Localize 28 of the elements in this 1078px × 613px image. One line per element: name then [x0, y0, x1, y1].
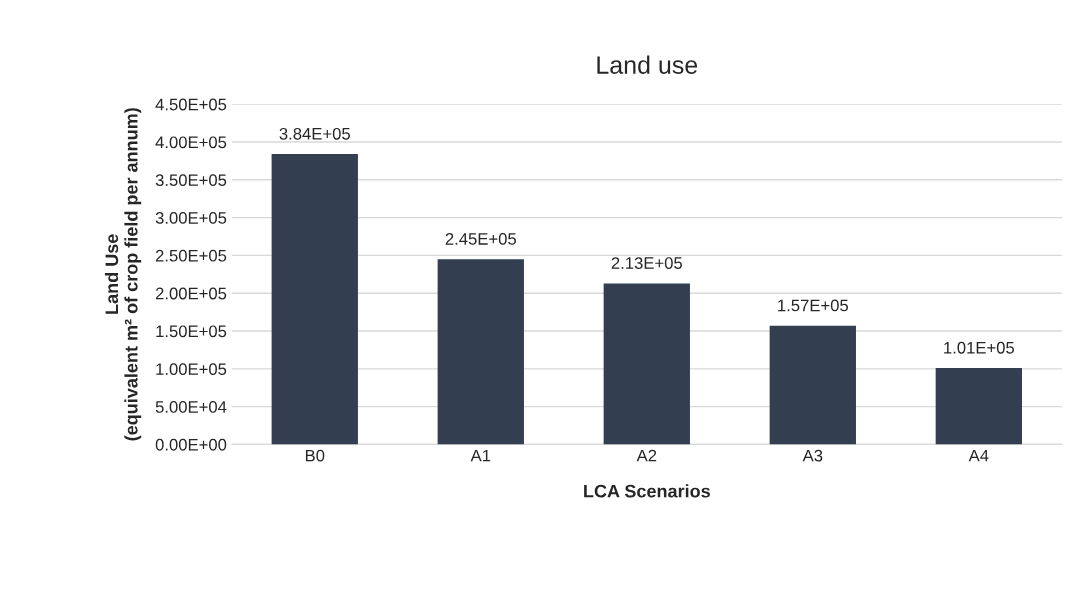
data-label: 1.57E+05: [778, 299, 849, 312]
bar: [769, 325, 856, 445]
bar: [437, 259, 524, 445]
y-axis-title: Land Use (equivalent m² of crop field per annum): [104, 108, 142, 441]
y-tick-label: 0.00E+00: [155, 438, 227, 451]
y-tick-label: 4.00E+05: [155, 136, 227, 149]
bar: [935, 368, 1022, 445]
y-tick-label: 2.50E+05: [155, 249, 227, 262]
bar: [271, 154, 358, 445]
x-axis-title: LCA Scenarios: [584, 484, 710, 498]
y-tick-label: 4.50E+05: [155, 98, 227, 111]
data-label: 3.84E+05: [279, 127, 350, 140]
data-label: 2.45E+05: [445, 232, 516, 245]
y-tick-label: 3.00E+05: [155, 212, 227, 224]
x-tick-label: A2: [636, 449, 657, 462]
y-tick-label: 1.50E+05: [156, 325, 227, 338]
data-label: 2.13E+05: [611, 257, 683, 269]
x-tick-label: B0: [305, 449, 325, 462]
bar: [603, 283, 690, 445]
x-tick-label: A3: [802, 449, 823, 462]
data-label: 1.01E+05: [944, 341, 1015, 354]
y-tick-label: 2.00E+05: [155, 287, 227, 300]
y-tick-label: 3.50E+05: [155, 174, 227, 187]
chart-title: Land use: [597, 55, 698, 74]
y-tick-label: 1.00E+05: [156, 363, 227, 376]
y-tick-label: 5.00E+04: [155, 401, 227, 413]
x-tick-label: A4: [968, 449, 989, 462]
x-tick-label: A1: [470, 449, 491, 462]
